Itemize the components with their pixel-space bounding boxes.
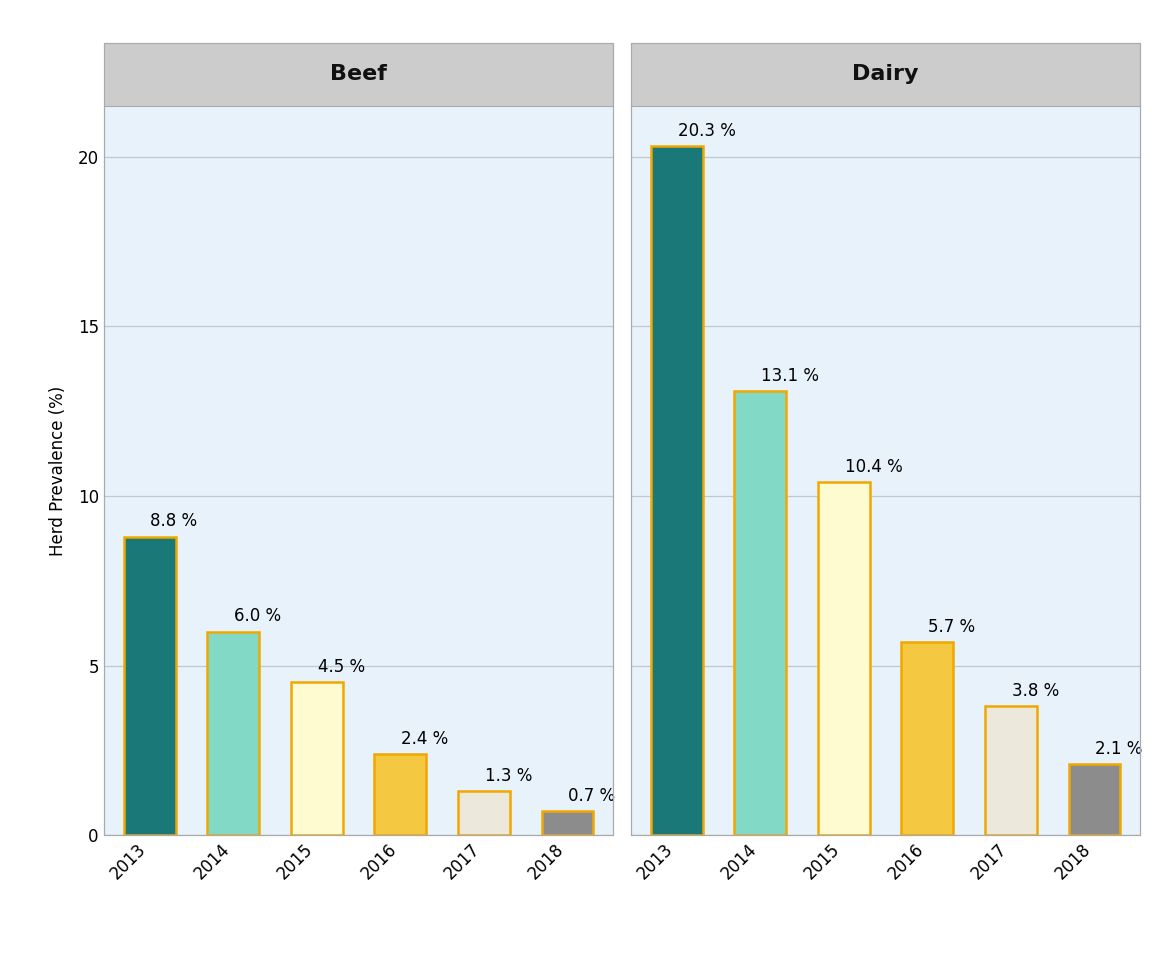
Text: 5.7 %: 5.7 %: [929, 617, 976, 636]
Bar: [818, 482, 870, 835]
Text: 3.8 %: 3.8 %: [1011, 683, 1059, 700]
Text: Beef: Beef: [331, 64, 387, 84]
Text: 4.5 %: 4.5 %: [318, 659, 365, 677]
Bar: [374, 754, 426, 835]
Bar: [985, 707, 1037, 835]
Text: 2.1 %: 2.1 %: [1096, 740, 1143, 757]
Bar: [458, 791, 510, 835]
Text: 13.1 %: 13.1 %: [761, 367, 819, 385]
Bar: [123, 537, 175, 835]
Bar: [541, 811, 593, 835]
Text: 20.3 %: 20.3 %: [677, 122, 735, 140]
Text: 1.3 %: 1.3 %: [485, 767, 532, 785]
Text: 6.0 %: 6.0 %: [234, 608, 281, 626]
Bar: [651, 146, 703, 835]
Text: 2.4 %: 2.4 %: [401, 730, 448, 748]
Bar: [290, 683, 342, 835]
Bar: [207, 632, 259, 835]
Text: 0.7 %: 0.7 %: [568, 787, 615, 805]
Bar: [902, 642, 954, 835]
Bar: [734, 391, 786, 835]
Bar: [1069, 764, 1121, 835]
Y-axis label: Herd Prevalence (%): Herd Prevalence (%): [48, 385, 67, 556]
Text: 10.4 %: 10.4 %: [844, 458, 902, 476]
Text: Dairy: Dairy: [852, 64, 919, 84]
Text: 8.8 %: 8.8 %: [151, 513, 198, 531]
